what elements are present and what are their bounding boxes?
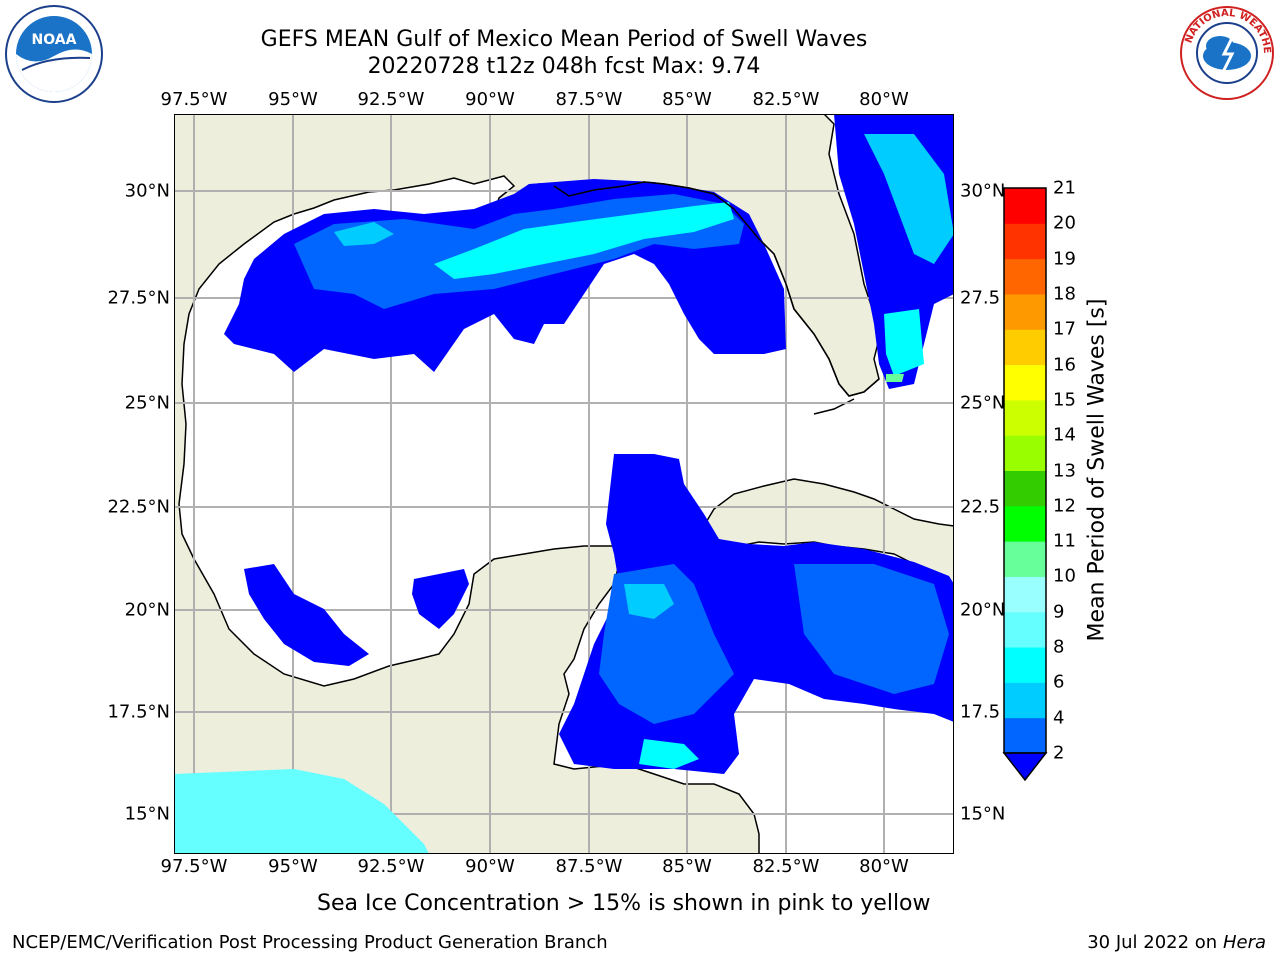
colorbar-tick-label: 2	[1053, 742, 1065, 764]
lon-label-bottom: 85°W	[662, 856, 712, 877]
lat-label-right: 25°N	[960, 392, 1006, 414]
lat-label-left: 15°N	[124, 803, 170, 825]
lon-label-bottom: 82.5°W	[752, 856, 820, 877]
lat-label-right: 15°N	[960, 803, 1006, 825]
colorbar-extend-arrow	[1002, 752, 1048, 782]
colorbar-segment	[1004, 188, 1046, 224]
swell-period-field	[174, 114, 954, 854]
coastline	[553, 181, 880, 397]
lon-label-bottom: 97.5°W	[160, 856, 228, 877]
colorbar-tick-label: 8	[1053, 636, 1065, 658]
lon-label-top: 95°W	[268, 89, 318, 110]
colorbar-tick-label: 14	[1053, 424, 1076, 446]
colorbar	[1002, 187, 1048, 782]
colorbar-segment	[1004, 435, 1046, 471]
lon-label-top: 82.5°W	[752, 89, 820, 110]
colorbar-segment	[1004, 258, 1046, 295]
colorbar-tick-label: 19	[1053, 248, 1076, 270]
colorbar-tick-label: 13	[1053, 460, 1076, 481]
colorbar-segment	[1004, 611, 1046, 648]
gulf-map	[174, 114, 954, 854]
lat-label-left: 22.5°N	[107, 496, 170, 518]
lat-label-left: 20°N	[124, 599, 170, 621]
colorbar-segment	[1004, 470, 1046, 507]
svg-text:NOAA: NOAA	[32, 32, 77, 48]
nws-logo-icon: NATIONAL WEATHER SERVICE	[1178, 4, 1274, 100]
lat-label-right: 30°N	[960, 180, 1006, 202]
lat-label-right: 22.5	[960, 496, 1001, 518]
colorbar-tick-label: 18	[1053, 283, 1076, 305]
lat-label-left: 17.5°N	[107, 701, 170, 723]
lat-label-left: 27.5°N	[107, 287, 170, 309]
sea-ice-note: Sea Ice Concentration > 15% is shown in …	[317, 891, 931, 916]
lon-label-top: 85°W	[662, 89, 712, 110]
colorbar-segment	[1004, 682, 1046, 719]
cuba-land	[697, 478, 954, 585]
colorbar-tick-label: 6	[1053, 671, 1065, 693]
colorbar-segment	[1004, 505, 1046, 542]
footer-date-text: 30 Jul 2022 on	[1087, 932, 1223, 953]
lat-label-right: 27.5	[960, 287, 1001, 309]
colorbar-segment	[1004, 576, 1046, 613]
chart-title: GEFS MEAN Gulf of Mexico Mean Period of …	[260, 27, 868, 52]
lon-label-bottom: 92.5°W	[357, 856, 425, 877]
lat-label-left: 25°N	[124, 392, 170, 414]
lon-label-bottom: 95°W	[268, 856, 318, 877]
colorbar-segment	[1004, 329, 1046, 366]
colorbar-tick-label: 16	[1053, 354, 1076, 376]
lon-label-top: 92.5°W	[357, 89, 425, 110]
footer-machine: Hera	[1222, 932, 1266, 953]
colorbar-segment	[1004, 541, 1046, 577]
footer-credit: NCEP/EMC/Verification Post Processing Pr…	[12, 932, 608, 953]
colorbar-segment	[1004, 223, 1046, 260]
colorbar-tick-label: 12	[1053, 495, 1076, 517]
noaa-logo-icon: NOAA	[5, 5, 103, 103]
lat-label-right: 17.5	[960, 701, 1001, 723]
lon-label-bottom: 87.5°W	[555, 856, 623, 877]
lat-label-right: 20°N	[960, 599, 1006, 621]
colorbar-segment	[1004, 647, 1046, 683]
colorbar-segment	[1004, 717, 1046, 754]
lon-label-bottom: 90°W	[465, 856, 515, 877]
lon-label-bottom: 80°W	[859, 856, 909, 877]
lon-label-top: 80°W	[859, 89, 909, 110]
colorbar-tick-label: 21	[1053, 177, 1076, 199]
footer-date: 30 Jul 2022 on Hera	[1087, 932, 1266, 953]
colorbar-frame	[1003, 187, 1047, 754]
lon-label-top: 97.5°W	[160, 89, 228, 110]
colorbar-tick-label: 11	[1053, 530, 1076, 552]
colorbar-segment	[1004, 364, 1046, 401]
colorbar-segment	[1004, 399, 1046, 436]
lon-label-top: 87.5°W	[555, 89, 623, 110]
colorbar-title: Mean Period of Swell Waves [s]	[1084, 298, 1110, 642]
lat-label-left: 30°N	[124, 180, 170, 202]
colorbar-tick-label: 15	[1053, 389, 1076, 411]
chart-subtitle: 20220728 t12z 048h fcst Max: 9.74	[367, 54, 761, 79]
lon-label-top: 90°W	[465, 89, 515, 110]
colorbar-tick-label: 20	[1053, 212, 1076, 234]
colorbar-tick-label: 10	[1053, 565, 1076, 587]
colorbar-segment	[1004, 293, 1046, 330]
colorbar-tick-label: 4	[1053, 707, 1065, 729]
colorbar-tick-label: 9	[1053, 601, 1065, 623]
colorbar-tick-label: 17	[1053, 318, 1076, 340]
